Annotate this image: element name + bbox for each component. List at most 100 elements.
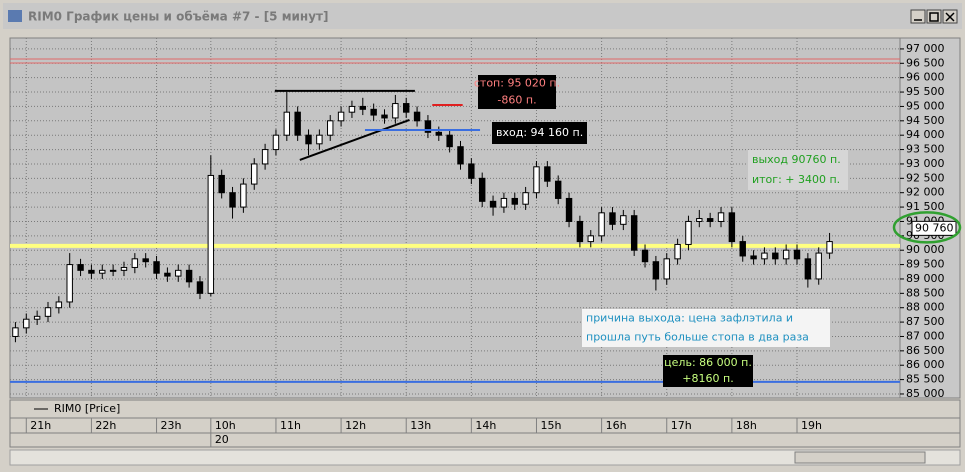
annotation-text: цель: 86 000 п. <box>664 356 752 369</box>
candle-body <box>533 166 540 194</box>
candle-body <box>641 249 649 263</box>
candle-body <box>522 192 529 205</box>
y-tick-label: 93 000 <box>906 157 945 170</box>
annotation-text: причина выхода: цена зафлэтила и <box>586 312 793 325</box>
candle-body <box>489 200 497 208</box>
candle-body <box>793 249 801 260</box>
candle-body <box>826 241 833 254</box>
candle-body <box>435 131 442 136</box>
candle-body <box>685 220 692 245</box>
candle-body <box>392 103 399 119</box>
candle-body <box>381 114 388 119</box>
y-tick-label: 95 500 <box>906 85 945 98</box>
candle-body <box>413 111 421 122</box>
candle-body <box>207 174 215 294</box>
y-tick-label: 89 500 <box>906 258 945 271</box>
y-tick-label: 91 500 <box>906 200 945 213</box>
candle-body <box>815 252 822 280</box>
scroll-thumb[interactable] <box>794 451 926 464</box>
candle-body <box>261 149 269 165</box>
candle-body <box>446 134 453 148</box>
candle-body <box>750 255 757 260</box>
y-tick-label: 94 000 <box>906 128 945 141</box>
candle-body <box>500 197 508 208</box>
annotation-box <box>478 75 556 109</box>
candle-body <box>77 264 84 271</box>
candle-body <box>663 258 670 280</box>
y-tick-label: 85 000 <box>906 387 945 400</box>
x-tick-label: 18h <box>736 419 757 432</box>
candle-body <box>370 108 377 116</box>
candle-body <box>630 215 638 251</box>
x-tick-label: 19h <box>801 419 822 432</box>
x-tick-label: 12h <box>345 419 366 432</box>
candle-body <box>23 318 30 329</box>
candle-body <box>240 183 247 208</box>
candle-body <box>185 269 193 283</box>
candle-body <box>576 220 584 243</box>
y-tick-label: 92 000 <box>906 186 945 199</box>
candle-body <box>142 258 149 263</box>
candle-body <box>88 269 95 274</box>
y-tick-label: 92 500 <box>906 171 945 184</box>
candle-body <box>359 105 367 110</box>
last-price-box <box>911 220 957 236</box>
y-tick-label: 96 500 <box>906 56 945 69</box>
candle-body <box>327 120 334 136</box>
candle-body <box>229 192 236 208</box>
x-tick-label: 21h <box>30 419 51 432</box>
candle-body <box>620 215 627 225</box>
candle-body <box>674 243 681 260</box>
y-tick-label: 87 000 <box>906 329 945 342</box>
candle-body <box>696 218 703 222</box>
candle-body <box>99 269 106 274</box>
annotation-box <box>492 122 587 144</box>
candle-body <box>544 166 551 182</box>
candle-body <box>33 315 41 320</box>
y-tick-label: 86 500 <box>906 344 945 357</box>
candle-body <box>283 111 291 136</box>
y-tick-label: 93 500 <box>906 143 945 156</box>
legend-label: RIM0 [Price] <box>54 402 120 415</box>
legend-row <box>9 399 961 419</box>
y-tick-label: 88 500 <box>906 286 945 299</box>
y-tick-label: 96 000 <box>906 71 945 84</box>
candle-body <box>12 327 19 337</box>
candle-body <box>706 218 714 222</box>
candle-body <box>120 266 128 271</box>
candle-body <box>457 146 464 165</box>
candle-body <box>761 252 768 260</box>
window-button-icons <box>914 12 955 22</box>
candle-body <box>294 111 301 136</box>
candle-body <box>218 174 225 194</box>
candle-body <box>511 197 518 205</box>
candle-body <box>175 269 182 277</box>
candle-body <box>348 105 356 113</box>
trend-line <box>299 119 410 161</box>
candle-body <box>424 120 432 133</box>
minimize-button[interactable] <box>910 9 926 24</box>
annotation-text: стоп: 95 020 п. <box>474 77 560 90</box>
y-tick-label: 89 000 <box>906 272 945 285</box>
y-tick-label: 95 000 <box>906 99 945 112</box>
highlight-circle <box>892 211 962 244</box>
candle-body <box>196 281 204 294</box>
date-label: 20 <box>215 433 229 446</box>
x-tick-label: 22h <box>95 419 116 432</box>
x-tick-label: 13h <box>410 419 431 432</box>
candle-body <box>554 180 562 199</box>
candle-body <box>109 269 117 272</box>
annotation-box <box>663 355 753 387</box>
candle-body <box>652 261 660 280</box>
candle-body <box>598 212 605 237</box>
x-tick-label: 16h <box>606 419 627 432</box>
y-tick-label: 85 500 <box>906 373 945 386</box>
annotation-text: вход: 94 160 п. <box>496 126 583 139</box>
candle-body <box>772 252 779 260</box>
candle-body <box>153 261 160 274</box>
scrollbar[interactable] <box>9 449 961 466</box>
y-tick-label: 97 000 <box>906 42 945 55</box>
date-row <box>9 432 961 448</box>
candle-body <box>587 235 594 243</box>
